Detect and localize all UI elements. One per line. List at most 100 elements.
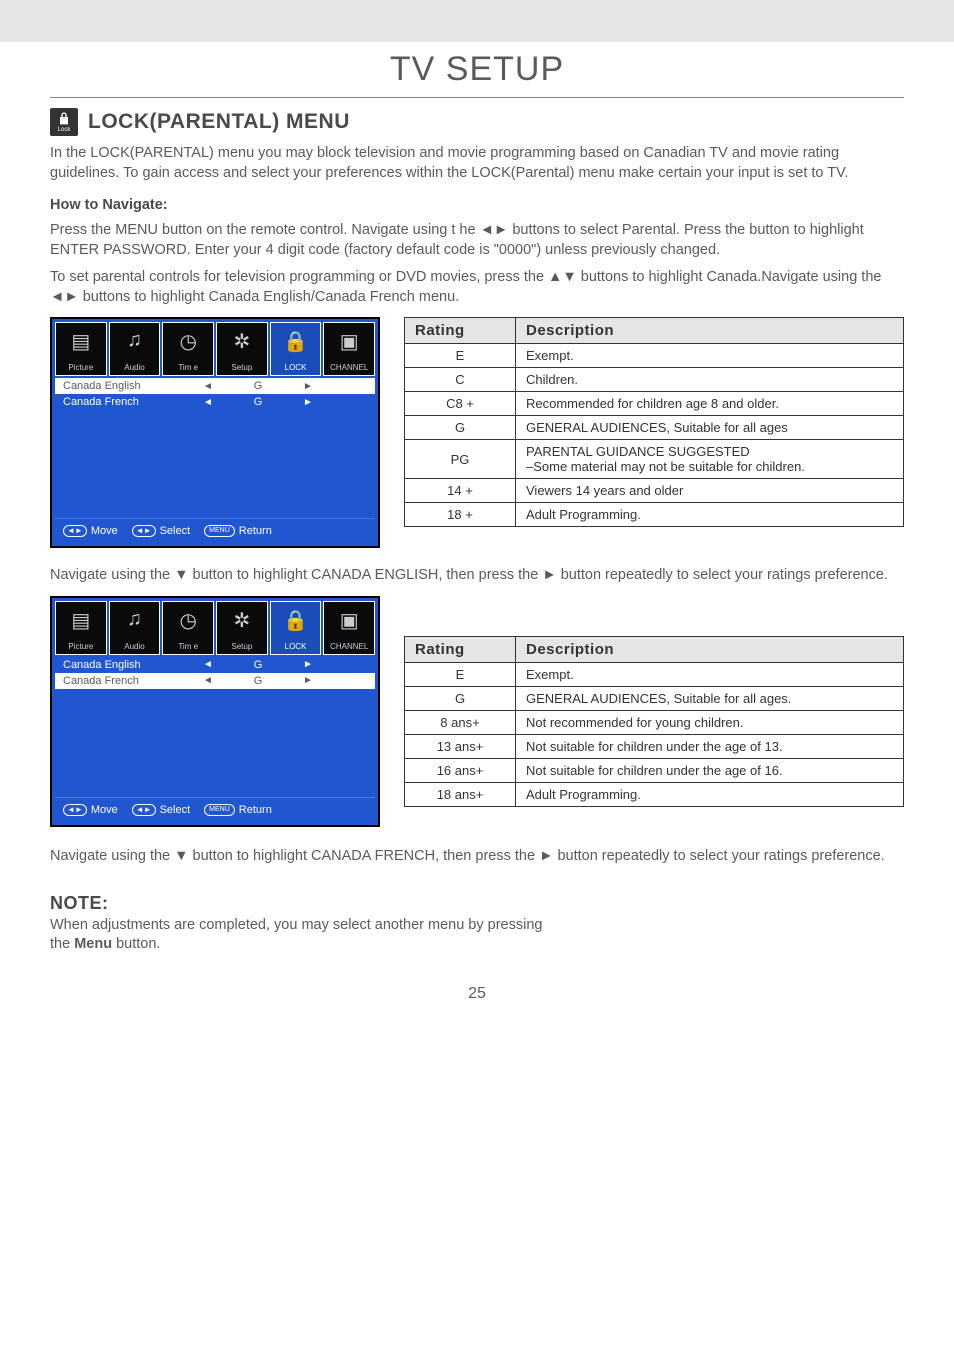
- title-rule: [50, 97, 904, 98]
- page-number: 25: [50, 985, 904, 1003]
- left-arrow-icon: ◄: [193, 659, 223, 670]
- right-arrow-icon: ►: [293, 675, 323, 686]
- right-arrow-icon: ►: [293, 397, 323, 408]
- osd-row-label: Canada English: [63, 380, 193, 392]
- osd-tab-setup: ✲Setup: [216, 322, 268, 376]
- rating-cell: PG: [405, 440, 516, 479]
- picture-icon: ▤: [71, 329, 90, 354]
- table-row: CChildren.: [405, 368, 904, 392]
- rating-cell: G: [405, 416, 516, 440]
- row-1: ▤Picture ♫Audio ◷Tim e ✲Setup 🔒LOCK ▣CHA…: [50, 317, 904, 548]
- desc-cell: GENERAL AUDIENCES, Suitable for all ages…: [516, 686, 904, 710]
- rating-cell: 16 ans+: [405, 758, 516, 782]
- table-row: GGENERAL AUDIENCES, Suitable for all age…: [405, 416, 904, 440]
- desc-cell: Adult Programming.: [516, 503, 904, 527]
- col-rating-header: Rating: [405, 636, 516, 662]
- nav-text-3: Navigate using the ▼ button to highlight…: [50, 566, 904, 586]
- lock-tab-icon: 🔒: [283, 329, 308, 354]
- page-container: TV SETUP Lock LOCK(PARENTAL) MENU In the…: [0, 42, 954, 1043]
- osd-tab-lock: 🔒LOCK: [270, 601, 322, 655]
- osd-row: Canada English ◄ G ►: [55, 657, 375, 673]
- osd-tab-setup: ✲Setup: [216, 601, 268, 655]
- desc-cell: Not recommended for young children.: [516, 710, 904, 734]
- picture-icon: ▤: [71, 608, 90, 633]
- note-body: When adjustments are completed, you may …: [50, 916, 904, 955]
- table-row: C8 +Recommended for children age 8 and o…: [405, 392, 904, 416]
- foot-select: ◄►Select: [132, 525, 190, 537]
- rating-table-1: Rating Description EExempt. CChildren. C…: [404, 317, 904, 527]
- foot-select: ◄►Select: [132, 804, 190, 816]
- lock-tab-icon: 🔒: [283, 608, 308, 633]
- right-arrow-icon: ►: [293, 659, 323, 670]
- section-heading: LOCK(PARENTAL) MENU: [88, 110, 350, 134]
- table-header-row: Rating Description: [405, 636, 904, 662]
- audio-icon: ♫: [127, 608, 142, 631]
- desc-cell: Viewers 14 years and older: [516, 479, 904, 503]
- desc-cell: Not suitable for children under the age …: [516, 758, 904, 782]
- rating-cell: 13 ans+: [405, 734, 516, 758]
- nav-text-4: Navigate using the ▼ button to highlight…: [50, 847, 904, 867]
- rating-cell: 14 +: [405, 479, 516, 503]
- osd-tab-lock: 🔒LOCK: [270, 322, 322, 376]
- osd-tabs-1: ▤Picture ♫Audio ◷Tim e ✲Setup 🔒LOCK ▣CHA…: [55, 322, 375, 376]
- osd-tab-audio: ♫Audio: [109, 601, 161, 655]
- osd-row-value: G: [223, 396, 293, 408]
- lock-icon: Lock: [50, 108, 78, 136]
- table-row: 18 ans+Adult Programming.: [405, 782, 904, 806]
- rating-cell: C: [405, 368, 516, 392]
- rating-cell: G: [405, 686, 516, 710]
- row-2: ▤Picture ♫Audio ◷Tim e ✲Setup 🔒LOCK ▣CHA…: [50, 596, 904, 827]
- osd-body-2: Canada English ◄ G ► Canada French ◄ G ►: [55, 655, 375, 797]
- osd-row: Canada French ◄ G ►: [55, 673, 375, 689]
- desc-cell: GENERAL AUDIENCES, Suitable for all ages: [516, 416, 904, 440]
- table-row: PGPARENTAL GUIDANCE SUGGESTED –Some mate…: [405, 440, 904, 479]
- table-header-row: Rating Description: [405, 318, 904, 344]
- osd-tabs-2: ▤Picture ♫Audio ◷Tim e ✲Setup 🔒LOCK ▣CHA…: [55, 601, 375, 655]
- desc-cell: Not suitable for children under the age …: [516, 734, 904, 758]
- left-arrow-icon: ◄: [193, 381, 223, 392]
- osd-row-label: Canada French: [63, 396, 193, 408]
- section-header: Lock LOCK(PARENTAL) MENU: [50, 108, 904, 136]
- rating-cell: E: [405, 662, 516, 686]
- nav-text-2: To set parental controls for television …: [50, 268, 904, 307]
- col-desc-header: Description: [516, 636, 904, 662]
- osd-tab-picture: ▤Picture: [55, 322, 107, 376]
- table-row: 8 ans+Not recommended for young children…: [405, 710, 904, 734]
- table-row: EExempt.: [405, 344, 904, 368]
- desc-cell: Children.: [516, 368, 904, 392]
- clock-icon: ◷: [179, 329, 196, 354]
- osd-row-label: Canada English: [63, 659, 193, 671]
- table-row: EExempt.: [405, 662, 904, 686]
- desc-cell: PARENTAL GUIDANCE SUGGESTED –Some materi…: [516, 440, 904, 479]
- title-wrap: TV SETUP: [50, 42, 904, 95]
- rating-cell: 18 +: [405, 503, 516, 527]
- rating-cell: 8 ans+: [405, 710, 516, 734]
- desc-cell: Exempt.: [516, 662, 904, 686]
- osd-menu-1: ▤Picture ♫Audio ◷Tim e ✲Setup 🔒LOCK ▣CHA…: [50, 317, 380, 548]
- osd-footer-2: ◄►Move ◄►Select MENUReturn: [55, 797, 375, 822]
- osd-row: Canada English ◄ G ►: [55, 378, 375, 394]
- desc-cell: Adult Programming.: [516, 782, 904, 806]
- osd-tab-picture: ▤Picture: [55, 601, 107, 655]
- table-row: 16 ans+Not suitable for children under t…: [405, 758, 904, 782]
- osd-row-label: Canada French: [63, 675, 193, 687]
- foot-return: MENUReturn: [204, 804, 272, 816]
- page-title: TV SETUP: [390, 50, 564, 88]
- rating-table-2: Rating Description EExempt. GGENERAL AUD…: [404, 636, 904, 807]
- table-row: GGENERAL AUDIENCES, Suitable for all age…: [405, 686, 904, 710]
- gear-icon: ✲: [233, 329, 250, 354]
- desc-cell: Recommended for children age 8 and older…: [516, 392, 904, 416]
- osd-row-value: G: [223, 659, 293, 671]
- osd-tab-time: ◷Tim e: [162, 601, 214, 655]
- rating-cell: 18 ans+: [405, 782, 516, 806]
- clock-icon: ◷: [179, 608, 196, 633]
- osd-tab-channel: ▣CHANNEL: [323, 322, 375, 376]
- desc-cell: Exempt.: [516, 344, 904, 368]
- osd-tab-audio: ♫Audio: [109, 322, 161, 376]
- table-row: 14 +Viewers 14 years and older: [405, 479, 904, 503]
- nav-text-1: Press the MENU button on the remote cont…: [50, 221, 904, 260]
- osd-footer-1: ◄►Move ◄►Select MENUReturn: [55, 518, 375, 543]
- right-arrow-icon: ►: [293, 381, 323, 392]
- osd-row: Canada French ◄ G ►: [55, 394, 375, 410]
- col-desc-header: Description: [516, 318, 904, 344]
